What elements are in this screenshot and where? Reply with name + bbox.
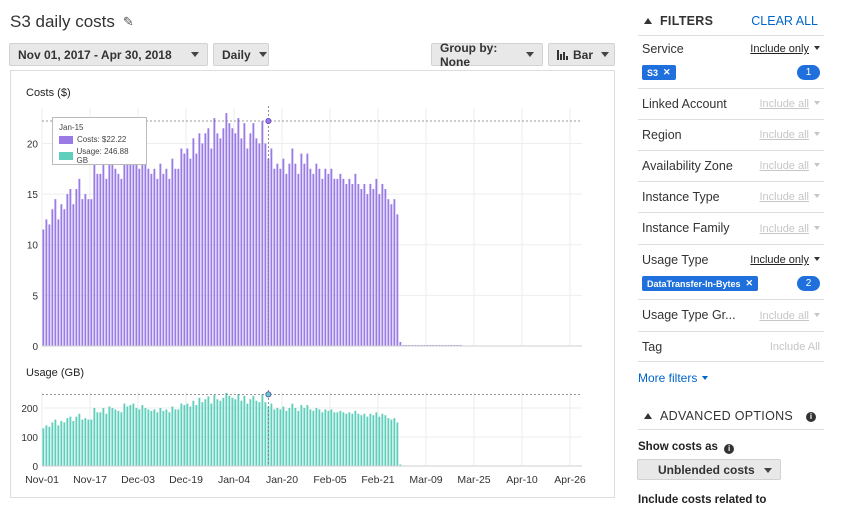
chevron-down-icon: [814, 226, 820, 230]
filters-header: FILTERS CLEAR ALL: [638, 14, 824, 36]
chip-label: S3: [647, 67, 659, 78]
pencil-icon[interactable]: ✎: [122, 14, 134, 29]
filter-mode-label: Include all: [759, 191, 809, 203]
clear-all-link[interactable]: CLEAR ALL: [751, 14, 818, 28]
filter-label: Usage Type Gr...: [642, 308, 736, 322]
costs-swatch: [59, 135, 73, 144]
group-by-label: Group by: None: [440, 40, 498, 69]
filter-usage-type-label: Usage Type: [642, 253, 709, 267]
filter-chip-datatransfer[interactable]: DataTransfer-In-Bytes ✕: [642, 276, 759, 291]
filter-label: Region: [642, 128, 682, 142]
info-icon[interactable]: i: [806, 412, 816, 422]
close-icon[interactable]: ✕: [745, 278, 754, 288]
filter-service-mode[interactable]: Include only: [750, 43, 820, 55]
advanced-options-header[interactable]: ADVANCED OPTIONS i: [638, 408, 824, 430]
filter-usage-type-group[interactable]: Usage Type Gr... Include all: [638, 300, 824, 332]
tooltip-date: Jan-15: [59, 123, 84, 132]
filter-chip-s3[interactable]: S3 ✕: [642, 65, 676, 80]
cost-type-label: Unblended costs: [658, 462, 755, 477]
chip-label: DataTransfer-In-Bytes: [647, 278, 741, 289]
close-icon[interactable]: ✕: [663, 67, 671, 77]
filter-mode-label: Include all: [759, 310, 809, 322]
filter-service-count: 1: [797, 65, 820, 80]
cost-type-dropdown[interactable]: Unblended costs: [637, 459, 781, 480]
chart-type-label: Bar: [573, 47, 594, 62]
filter-label: Instance Type: [642, 190, 720, 204]
filter-instance-family[interactable]: Instance Family Include all: [638, 213, 824, 245]
show-costs-as-label: Show costs as i: [638, 441, 735, 454]
filter-mode-label: Include all: [759, 98, 809, 110]
date-range-label: Nov 01, 2017 - Apr 30, 2018: [18, 47, 172, 62]
tooltip-usage: Usage: 246.88 GB: [76, 147, 129, 165]
filter-label: Availability Zone: [642, 159, 733, 173]
chevron-down-icon: [702, 376, 709, 380]
filter-region[interactable]: Region Include all: [638, 120, 824, 151]
filter-mode[interactable]: Include all: [759, 191, 820, 203]
filter-service-label: Service: [642, 42, 684, 56]
include-costs-related-label: Include costs related to: [638, 494, 767, 506]
filter-label: Linked Account: [642, 97, 727, 111]
granularity-dropdown[interactable]: Daily: [213, 43, 269, 66]
filters-title: FILTERS: [660, 14, 714, 28]
collapse-icon: [644, 413, 652, 419]
filter-label: Tag: [642, 340, 663, 354]
chevron-down-icon: [814, 101, 820, 105]
granularity-label: Daily: [222, 47, 251, 62]
filters-toggle[interactable]: FILTERS: [644, 14, 713, 28]
group-by-dropdown[interactable]: Group by: None: [431, 40, 543, 69]
chevron-down-icon: [258, 52, 267, 57]
chevron-down-icon: [191, 52, 199, 57]
chevron-down-icon: [601, 52, 610, 57]
show-costs-as-text: Show costs as: [638, 441, 718, 453]
filter-usage-type-mode-label: Include only: [750, 254, 809, 266]
advanced-options-title: ADVANCED OPTIONS: [660, 409, 794, 423]
filter-mode[interactable]: Include all: [759, 310, 820, 322]
chevron-down-icon: [814, 194, 820, 198]
filter-service: Service Include only S3 ✕ 1: [638, 37, 824, 89]
filter-mode[interactable]: Include all: [759, 223, 820, 235]
tooltip-costs: Costs: $22.22: [77, 135, 127, 144]
chevron-down-icon: [814, 313, 820, 317]
filter-mode-label: Include all: [759, 160, 809, 172]
chart-tooltip: Jan-15 Costs: $22.22 Usage: 246.88 GB: [52, 117, 147, 165]
page-title-text: S3 daily costs: [10, 12, 115, 31]
more-filters-link[interactable]: More filters: [638, 371, 709, 385]
filter-mode-label[interactable]: Include All: [769, 341, 820, 353]
filter-linked-account[interactable]: Linked Account Include all: [638, 89, 824, 120]
usage-swatch: [59, 152, 73, 160]
chevron-down-icon: [526, 52, 534, 57]
filter-availability-zone[interactable]: Availability Zone Include all: [638, 151, 824, 182]
chevron-down-icon: [764, 468, 772, 473]
filter-mode[interactable]: Include all: [759, 98, 820, 110]
chevron-down-icon: [814, 46, 820, 50]
chart-type-dropdown[interactable]: Bar: [548, 43, 615, 66]
filter-usage-type-mode[interactable]: Include only: [750, 254, 820, 266]
filter-tag[interactable]: Tag Include All: [638, 332, 824, 362]
filter-usage-type: Usage Type Include only DataTransfer-In-…: [638, 245, 824, 300]
filter-instance-type[interactable]: Instance Type Include all: [638, 182, 824, 213]
filter-label: Instance Family: [642, 221, 730, 235]
date-range-dropdown[interactable]: Nov 01, 2017 - Apr 30, 2018: [9, 43, 208, 66]
chevron-down-icon: [814, 257, 820, 261]
filter-mode[interactable]: Include all: [759, 160, 820, 172]
filter-mode[interactable]: Include all: [759, 129, 820, 141]
collapse-icon: [644, 18, 652, 24]
bar-chart-icon: [557, 49, 568, 60]
filter-mode-label: Include all: [759, 223, 809, 235]
filter-usage-type-count: 2: [797, 276, 820, 291]
chevron-down-icon: [814, 163, 820, 167]
info-icon[interactable]: i: [724, 444, 735, 454]
filter-service-mode-label: Include only: [750, 43, 809, 55]
filter-mode-label: Include all: [759, 129, 809, 141]
page-title: S3 daily costs ✎: [10, 12, 134, 32]
more-filters-label: More filters: [638, 371, 698, 385]
chevron-down-icon: [814, 132, 820, 136]
